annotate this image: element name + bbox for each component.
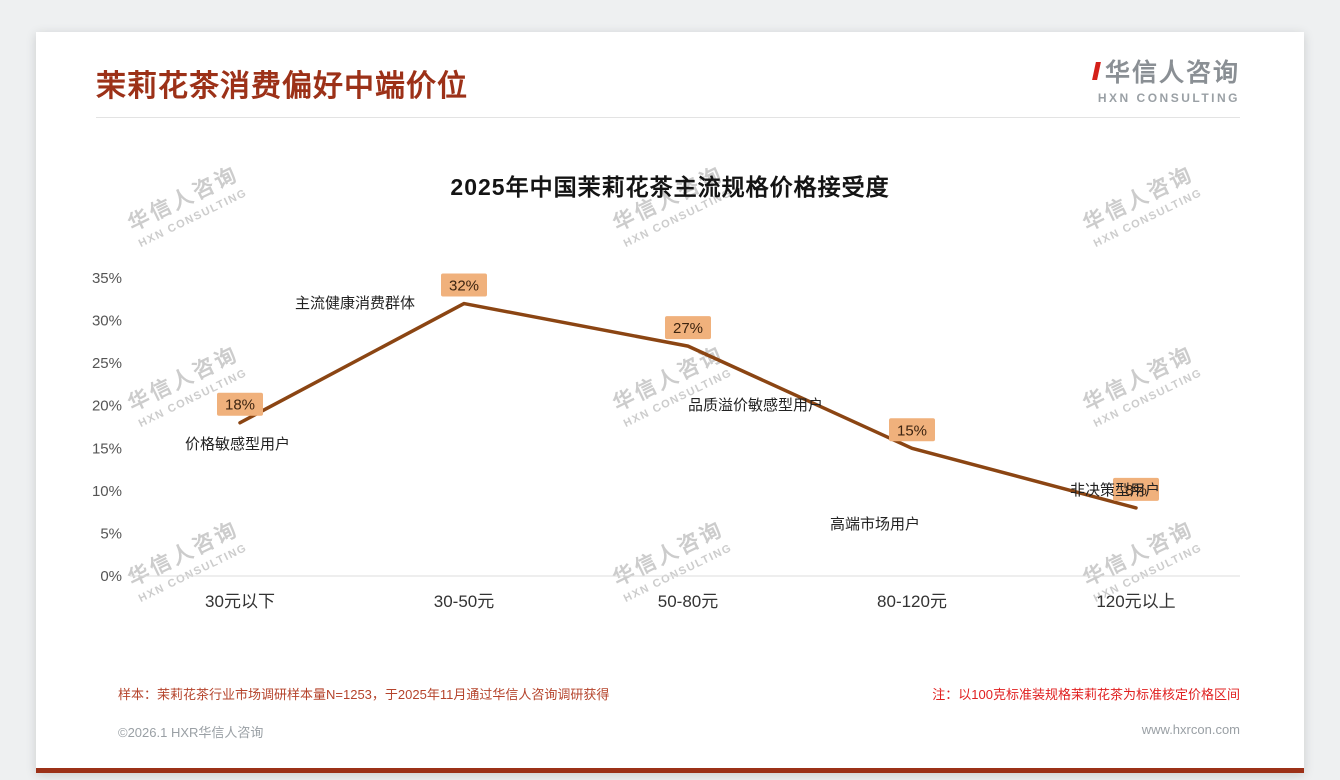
y-tick-label: 30% (92, 313, 122, 330)
sample-note: 样本：茉莉花茶行业市场调研样本量N=1253，于2025年11月通过华信人咨询调… (118, 687, 610, 702)
notes-row: 样本：茉莉花茶行业市场调研样本量N=1253，于2025年11月通过华信人咨询调… (118, 684, 1240, 703)
x-tick-label: 30元以下 (205, 592, 275, 611)
data-label-box (1113, 477, 1159, 501)
data-label-box (441, 273, 487, 297)
chart-title: 2025年中国茉莉花茶主流规格价格接受度 (450, 174, 890, 200)
x-tick-label: 120元以上 (1096, 592, 1175, 611)
y-tick-label: 25% (92, 355, 122, 372)
data-label: 15% (889, 418, 935, 442)
footer: ©2026.1 HXR华信人咨询 www.hxrcon.com (118, 722, 1240, 741)
data-label-box (665, 316, 711, 340)
header: 茉莉花茶消费偏好中端价位 华信人咨询 HXN CONSULTING (96, 32, 1240, 118)
pricing-note: 注：以100克标准装规格茉莉花茶为标准核定价格区间 (932, 687, 1240, 702)
data-label-text: 15% (897, 422, 927, 439)
data-label-text: 27% (673, 320, 703, 337)
data-label: 18% (217, 392, 263, 416)
data-label-text: 8% (1125, 482, 1147, 499)
x-tick-label: 30-50元 (434, 592, 494, 611)
data-label-text: 18% (225, 397, 255, 414)
copyright-text: ©2026.1 HXR华信人咨询 (118, 725, 264, 740)
data-label: 27% (665, 316, 711, 340)
annotation-label: 品质溢价敏感型用户 (688, 397, 823, 414)
data-label-box (889, 418, 935, 442)
data-label: 32% (441, 273, 487, 297)
annotation-label: 主流健康消费群体 (295, 295, 415, 312)
x-tick-label: 80-120元 (877, 592, 947, 611)
annotation-label: 价格敏感型用户 (185, 436, 290, 453)
annotation-label: 高端市场用户 (830, 516, 920, 533)
logo-subtitle: HXN CONSULTING (1097, 91, 1240, 105)
y-tick-label: 15% (92, 440, 122, 457)
logo-mark-icon (1092, 62, 1101, 80)
x-tick-label: 50-80元 (658, 592, 718, 611)
data-label: 8% (1113, 477, 1159, 501)
annotation-label: 非决策型用户 (1070, 482, 1160, 499)
logo-wordmark: 华信人咨询 (1092, 53, 1240, 89)
y-tick-label: 10% (92, 483, 122, 500)
logo: 华信人咨询 HXN CONSULTING (1092, 53, 1240, 105)
y-tick-label: 0% (100, 568, 122, 585)
data-label-text: 32% (449, 278, 479, 295)
y-tick-label: 20% (92, 398, 122, 415)
y-tick-label: 5% (100, 525, 122, 542)
y-tick-label: 35% (92, 270, 122, 287)
page-title: 茉莉花茶消费偏好中端价位 (96, 70, 468, 103)
data-line (238, 301, 1138, 510)
website-text: www.hxrcon.com (1141, 722, 1240, 737)
line-chart: 0% 5% 10% 15% 20% 25% 30% 35% 30元以下 30-50元 50-80元 8… (92, 270, 1240, 611)
report-card: 华信人咨询 HXN CONSULTING 华信人咨询 HXN CONSULTING 华信… (36, 32, 1304, 773)
data-label-box (217, 392, 263, 416)
logo-name: 华信人咨询 (1104, 59, 1240, 87)
